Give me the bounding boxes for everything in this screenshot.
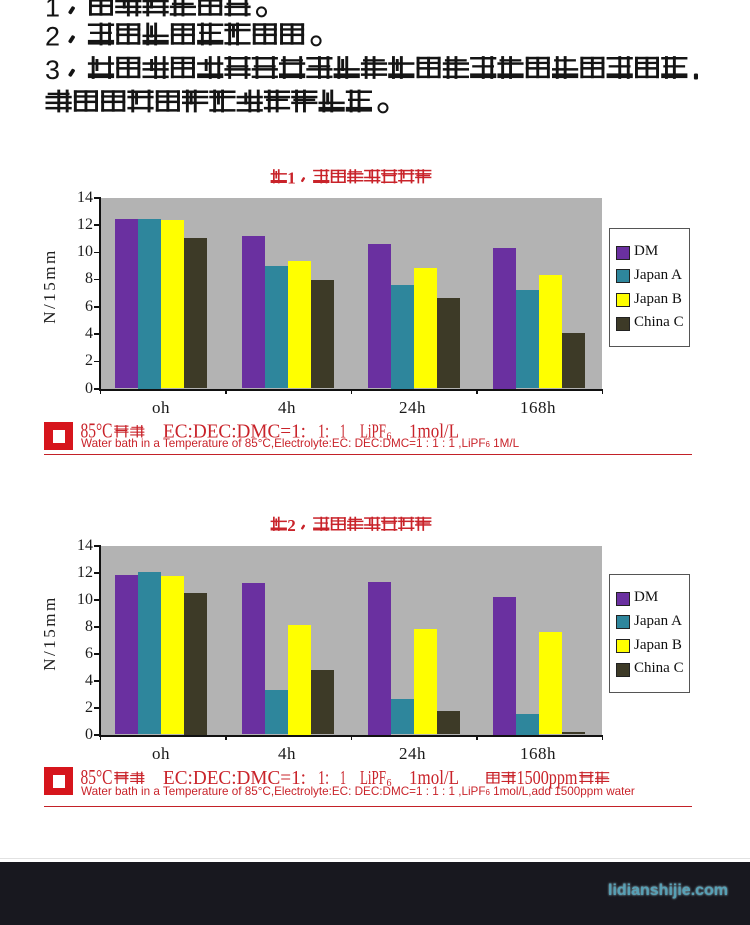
svg-text:6: 6 — [387, 431, 392, 443]
svg-text:EC:DEC:DMC=1:: EC:DEC:DMC=1: — [163, 421, 306, 443]
svg-text:1: 1 — [340, 421, 346, 443]
svg-text:LiPF: LiPF — [360, 421, 386, 443]
svg-text:1mol/L: 1mol/L — [409, 421, 459, 443]
svg-text:LiPF: LiPF — [360, 767, 386, 789]
svg-text:85°C: 85°C — [81, 419, 113, 443]
svg-text:2: 2 — [287, 516, 296, 535]
svg-text:3: 3 — [45, 55, 60, 85]
svg-text:1: 1 — [287, 169, 296, 188]
svg-text:1:: 1: — [318, 421, 329, 443]
svg-text:85°C: 85°C — [81, 765, 113, 789]
svg-text:1: 1 — [45, 0, 60, 23]
svg-text:1mol/L: 1mol/L — [409, 767, 459, 789]
svg-text:6: 6 — [387, 777, 392, 789]
svg-text:2: 2 — [45, 22, 60, 52]
svg-text:EC:DEC:DMC=1:: EC:DEC:DMC=1: — [163, 767, 306, 789]
svg-text:1: 1 — [340, 767, 346, 789]
svg-text:1:: 1: — [318, 767, 329, 789]
svg-text:1500ppm: 1500ppm — [517, 767, 578, 789]
